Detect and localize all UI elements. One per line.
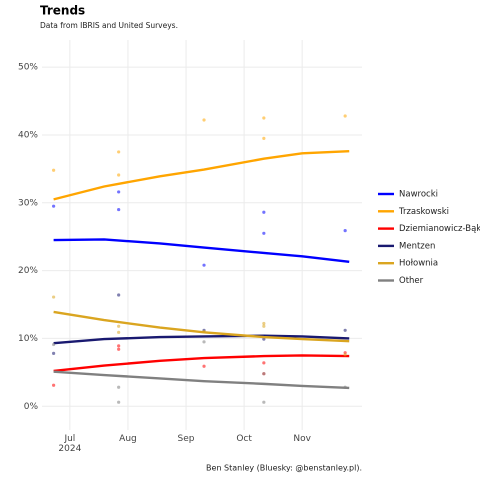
trend-line	[53, 150, 350, 201]
legend-label: Mentzen	[399, 241, 435, 251]
point	[262, 231, 266, 235]
x-tick-label: Nov	[293, 434, 311, 444]
point	[202, 263, 206, 267]
point	[262, 321, 266, 326]
point	[52, 351, 56, 355]
y-tick-label: 40%	[18, 130, 38, 140]
point	[117, 330, 121, 334]
point	[262, 324, 266, 328]
point	[117, 190, 121, 194]
point	[343, 353, 347, 357]
chart-caption: Ben Stanley (Bluesky: @benstanley.pl).	[206, 464, 362, 473]
point	[117, 150, 121, 154]
point	[117, 324, 121, 328]
x-tick-label: Jul 2024	[58, 434, 81, 454]
point	[52, 204, 56, 208]
y-tick-label: 0%	[24, 402, 39, 412]
point	[52, 168, 56, 172]
point	[52, 383, 56, 387]
y-tick-label: 50%	[18, 63, 38, 73]
point	[117, 400, 121, 404]
point	[117, 344, 121, 348]
point	[262, 136, 266, 140]
y-tick-label: 10%	[18, 334, 38, 344]
point	[202, 118, 206, 122]
point	[262, 372, 266, 376]
point	[343, 114, 347, 118]
trend-line	[53, 334, 350, 345]
point	[117, 207, 121, 212]
legend-label: Dziemianowicz-Bąk	[399, 224, 480, 234]
legend-label: Other	[399, 276, 424, 286]
trend-line	[53, 238, 350, 263]
trend-line	[53, 354, 350, 373]
point	[52, 342, 56, 347]
point	[202, 364, 206, 368]
y-tick-label: 30%	[18, 198, 38, 208]
point	[117, 173, 121, 177]
point	[117, 385, 121, 389]
x-tick-label: Sep	[178, 434, 195, 444]
point	[117, 347, 121, 351]
point	[202, 340, 206, 344]
trend-line	[53, 370, 350, 390]
point	[117, 293, 121, 297]
x-tick-label: Oct	[236, 434, 252, 444]
point	[52, 295, 56, 299]
y-tick-label: 20%	[18, 266, 38, 276]
x-tick-label: Aug	[119, 434, 137, 444]
legend-label: Hołownia	[399, 259, 438, 269]
point	[343, 228, 347, 233]
chart-title: Trends	[40, 4, 85, 18]
point	[262, 361, 266, 365]
point	[262, 116, 266, 120]
trend-line	[53, 310, 350, 343]
point	[262, 210, 266, 214]
point	[262, 400, 266, 404]
point	[343, 328, 347, 332]
legend-label: Nawrocki	[399, 190, 438, 200]
chart-subtitle: Data from IBRIS and United Surveys.	[40, 21, 178, 30]
legend-label: Trzaskowski	[398, 207, 449, 217]
